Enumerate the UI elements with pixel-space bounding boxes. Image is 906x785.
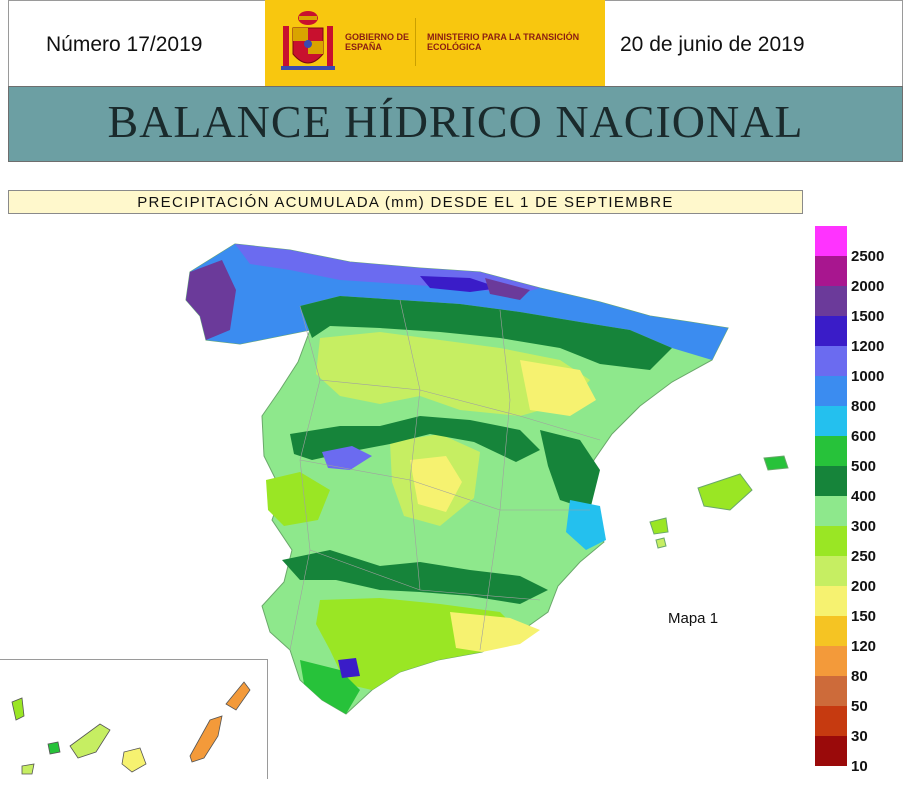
logo-gobierno-text: GOBIERNO DE ESPAÑA [345, 32, 410, 52]
fuerteventura-island [189, 715, 223, 763]
legend-label: 120 [851, 638, 877, 655]
legend-label: 400 [851, 488, 877, 505]
page-title: BALANCE HÍDRICO NACIONAL [107, 96, 804, 147]
legend-swatch [815, 256, 847, 286]
legend-row: 50 [815, 676, 905, 715]
sierra-morena-band [282, 550, 548, 604]
legend-label: 500 [851, 458, 877, 475]
legend-label: 600 [851, 428, 877, 445]
legend-row: 1200 [815, 316, 905, 355]
legend-label: 2500 [851, 248, 885, 265]
subtitle-bar: PRECIPITACIÓN ACUMULADA (mm) DESDE EL 1 … [8, 190, 803, 214]
legend-row: 600 [815, 406, 905, 445]
legend-label: 10 [851, 758, 868, 775]
menorca-island [763, 455, 789, 471]
legend-label: 800 [851, 398, 877, 415]
legend-label: 1000 [851, 368, 885, 385]
precipitation-map [185, 243, 789, 715]
legend-swatch [815, 646, 847, 676]
legend-swatch [815, 676, 847, 706]
lanzarote-island [225, 681, 251, 711]
legend-row: 400 [815, 466, 905, 505]
logo-separator [415, 18, 416, 66]
map-label: Mapa 1 [668, 610, 719, 627]
legend-row: 1000 [815, 346, 905, 385]
government-logo: GOBIERNO DE ESPAÑA MINISTERIO PARA LA TR… [265, 0, 605, 86]
legend-row: 2500 [815, 226, 905, 265]
legend-label: 80 [851, 668, 868, 685]
pyrenees-wet-spot [485, 278, 530, 300]
legend-label: 150 [851, 608, 877, 625]
canary-islands-inset [0, 659, 268, 779]
legend-swatch [815, 316, 847, 346]
legend-label: 200 [851, 578, 877, 595]
cantabrian-wet-spot [420, 276, 500, 292]
legend-row: 200 [815, 556, 905, 595]
legend-swatch [815, 436, 847, 466]
legend-swatch [815, 526, 847, 556]
la-palma-island [11, 697, 25, 721]
legend-swatch [815, 226, 847, 256]
province-borders [289, 299, 601, 651]
east-coast-wet [566, 500, 606, 550]
north-400-band [300, 296, 672, 370]
map-subtitle: PRECIPITACIÓN ACUMULADA (mm) DESDE EL 1 … [137, 194, 674, 211]
south-coast-green [300, 660, 360, 714]
ebro-dry-zone [520, 360, 596, 416]
iberian-system-band [540, 430, 600, 510]
legend-row: 300 [815, 496, 905, 535]
formentera-island [655, 537, 667, 549]
logo-ministerio-text: MINISTERIO PARA LA TRANSICIÓN ECOLÓGICA [427, 32, 580, 52]
legend-row: 500 [815, 436, 905, 475]
issue-number: Número 17/2019 [46, 33, 203, 56]
legend-row: 10 [815, 736, 905, 775]
gredos-wet-spot [322, 446, 372, 470]
la-gomera-island [47, 741, 61, 755]
legend-label: 1200 [851, 338, 885, 355]
legend-swatch [815, 466, 847, 496]
legend-swatch [815, 736, 847, 766]
legend-label: 1500 [851, 308, 885, 325]
legend-swatch [815, 406, 847, 436]
legend-row: 150 [815, 586, 905, 625]
gran-canaria-island [121, 747, 147, 773]
legend-swatch [815, 286, 847, 316]
la-mancha-dry [410, 456, 462, 512]
legend-swatch [815, 616, 847, 646]
legend-swatch [815, 496, 847, 526]
coat-of-arms-icon [281, 11, 335, 70]
southeast-dry [450, 612, 540, 652]
legend-row: 2000 [815, 256, 905, 295]
grazalema-wet-spot [338, 658, 360, 678]
northern-plateau-dry [316, 332, 590, 416]
legend-label: 300 [851, 518, 877, 535]
el-hierro-island [21, 763, 35, 775]
legend-row: 1500 [815, 286, 905, 325]
mallorca-island [697, 473, 753, 511]
legend-row: 120 [815, 616, 905, 655]
legend-row: 800 [815, 376, 905, 415]
precipitation-legend: 2500 2000 1500 1200 1000 800 600 500 400 300 250 20… [815, 226, 905, 777]
legend-row: 30 [815, 706, 905, 745]
legend-label: 30 [851, 728, 868, 745]
galicia-wet-zone [186, 260, 236, 340]
tenerife-island [69, 723, 111, 759]
legend-label: 250 [851, 548, 877, 565]
issue-date: 20 de junio de 2019 [620, 33, 805, 56]
legend-swatch [815, 376, 847, 406]
legend-swatch [815, 556, 847, 586]
legend-swatch [815, 706, 847, 736]
legend-label: 50 [851, 698, 868, 715]
legend-swatch [815, 346, 847, 376]
ibiza-island [649, 517, 669, 535]
title-bar: BALANCE HÍDRICO NACIONAL [8, 86, 903, 162]
legend-row: 250 [815, 526, 905, 565]
legend-swatch [815, 586, 847, 616]
legend-row: 80 [815, 646, 905, 685]
extremadura-dry [266, 472, 330, 526]
legend-label: 2000 [851, 278, 885, 295]
